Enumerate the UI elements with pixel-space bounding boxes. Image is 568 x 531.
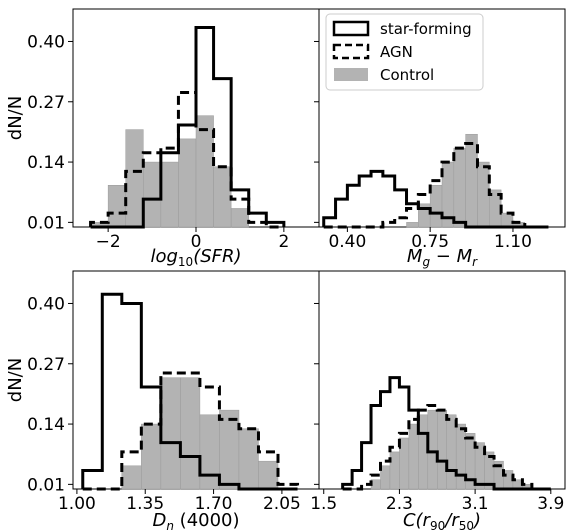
bar-control-1-9 bbox=[429, 185, 443, 228]
bar-control-0-7 bbox=[213, 166, 232, 228]
y-axis-label-bottom: dN/N bbox=[5, 358, 26, 402]
legend-swatch-agn bbox=[332, 43, 370, 60]
bar-control-0-4 bbox=[160, 161, 179, 228]
bar-control-2-3 bbox=[141, 423, 162, 490]
bar-control-2-7 bbox=[219, 409, 240, 490]
bar-control-1-12 bbox=[465, 133, 478, 228]
bar-control-0-3 bbox=[143, 161, 162, 228]
series-line-star-forming-2 bbox=[81, 292, 298, 491]
x-tick-label-3-2: 3.1 bbox=[462, 494, 489, 514]
y-tick-label-2-2: 0.14 bbox=[27, 415, 65, 435]
x-tick-label-2-2: 1.70 bbox=[195, 494, 233, 514]
x-tick-label-2-3: 2.05 bbox=[263, 494, 301, 514]
x-tick-label-1-1: 0.75 bbox=[411, 232, 449, 252]
y-ticks-top: 0.40 0.27 0.14 0.01 bbox=[27, 32, 65, 233]
panel-top-left: −2 0 2 bbox=[68, 26, 289, 252]
legend-swatch-star-forming bbox=[332, 20, 370, 37]
x-tick-label-2-1: 1.35 bbox=[126, 494, 164, 514]
panel-bottom-left: 1.00 1.35 1.70 2.05 bbox=[58, 292, 301, 514]
series-line-agn-2 bbox=[82, 371, 300, 491]
x-tick-label-0-0: −2 bbox=[96, 232, 121, 252]
x-tick-label-3-1: 2.3 bbox=[386, 494, 413, 514]
y-tick-label-2-3: 0.01 bbox=[27, 475, 65, 495]
bar-control-2-5 bbox=[180, 377, 201, 490]
y-tick-label-0-3: 0.01 bbox=[27, 213, 65, 233]
bar-control-1-15 bbox=[500, 212, 514, 228]
x-tick-label-0-1: 0 bbox=[191, 232, 202, 252]
panel-bottom-right: 1.5 2.3 3.1 3.9 bbox=[310, 302, 564, 514]
x-tick-label-2-0: 1.00 bbox=[58, 494, 96, 514]
bar-control-0-2 bbox=[125, 129, 144, 228]
x-axis-label-bottom-left: Dn (4000) bbox=[152, 510, 239, 531]
legend-label-agn: AGN bbox=[380, 43, 413, 61]
panel-top-right: 0.40 0.75 1.10 bbox=[314, 40, 549, 252]
legend-swatch-control bbox=[334, 68, 368, 81]
bar-control-1-13 bbox=[477, 161, 490, 228]
y-tick-label-0-2: 0.14 bbox=[27, 153, 65, 173]
bar-control-2-6 bbox=[199, 414, 220, 490]
y-tick-label-2-1: 0.27 bbox=[27, 355, 65, 375]
y-ticks-bottom: 0.40 0.27 0.14 0.01 bbox=[27, 294, 65, 495]
bar-control-2-8 bbox=[238, 428, 259, 490]
x-axis-label-bottom-right: C(r90/r50) bbox=[403, 510, 481, 531]
bar-control-0-6 bbox=[195, 115, 214, 228]
x-tick-label-1-0: 0.40 bbox=[328, 232, 366, 252]
bar-control-2-2 bbox=[121, 465, 142, 490]
y-tick-label-0-1: 0.27 bbox=[27, 93, 65, 113]
bar-control-2-4 bbox=[160, 377, 181, 490]
y-tick-label-2-0: 0.40 bbox=[27, 294, 65, 314]
bar-control-0-8 bbox=[230, 208, 249, 228]
legend-label-star-forming: star-forming bbox=[380, 20, 472, 38]
x-tick-label-3-0: 1.5 bbox=[310, 494, 337, 514]
series-line-star-forming-3 bbox=[341, 376, 551, 491]
series-line-agn-3 bbox=[342, 404, 551, 491]
bar-control-0-5 bbox=[178, 138, 197, 228]
x-axis-label-top-left: log10(SFR) bbox=[150, 246, 241, 269]
bar-control-2-9 bbox=[258, 460, 279, 490]
bar-control-3-10 bbox=[437, 409, 447, 490]
y-axis-label-top: dN/N bbox=[5, 96, 26, 140]
y-tick-label-0-0: 0.40 bbox=[27, 32, 65, 52]
x-tick-label-3-3: 3.9 bbox=[537, 494, 564, 514]
legend: star-forming AGN Control bbox=[325, 13, 484, 91]
series-line-agn-0 bbox=[89, 90, 284, 229]
x-axis-label-top-right: Mg − Mr bbox=[407, 246, 478, 269]
x-tick-label-1-2: 1.10 bbox=[494, 232, 532, 252]
bar-control-1-7 bbox=[406, 222, 419, 228]
legend-label-control: Control bbox=[380, 66, 434, 84]
bar-control-0-1 bbox=[107, 185, 126, 228]
series-line-star-forming-0 bbox=[90, 26, 286, 229]
series-line-agn-1 bbox=[323, 142, 549, 229]
bar-control-1-11 bbox=[453, 147, 466, 228]
x-tick-label-0-2: 2 bbox=[278, 232, 289, 252]
